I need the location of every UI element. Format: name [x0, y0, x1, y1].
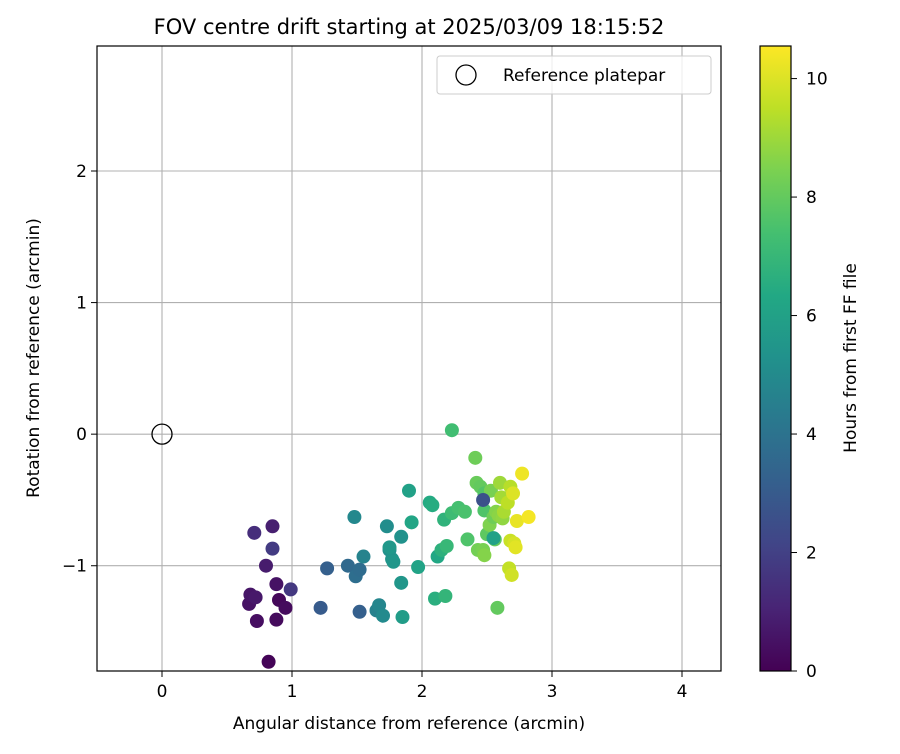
reference-marker: [151, 423, 173, 445]
colorbar-tick-label: 10: [806, 70, 828, 90]
data-point: [460, 532, 475, 547]
data-point: [439, 539, 454, 553]
data-point: [261, 654, 276, 669]
data-point: [490, 600, 505, 615]
data-point: [457, 504, 472, 519]
legend: Reference platepar: [436, 55, 712, 95]
data-point: [269, 577, 284, 592]
data-point: [347, 510, 362, 525]
x-axis-label: Angular distance from reference (arcmin): [233, 714, 585, 734]
data-point: [340, 558, 355, 573]
x-axis-ticks: 0 1 2 3 4: [157, 671, 688, 702]
data-point: [248, 590, 263, 605]
data-point: [504, 567, 519, 582]
colorbar-tick-label: 2: [806, 544, 817, 564]
data-point: [483, 483, 498, 498]
x-tick-label: 1: [287, 682, 298, 702]
data-point: [269, 612, 284, 627]
colorbar-ticks: 0 2 4 6 8 10: [791, 70, 828, 682]
data-point: [313, 600, 328, 615]
data-point: [515, 466, 530, 481]
data-points: [242, 423, 536, 669]
legend-marker-icon: [455, 64, 477, 86]
data-point: [283, 582, 298, 597]
data-point: [395, 610, 410, 625]
data-point: [379, 519, 394, 534]
y-tick-label: 0: [76, 425, 87, 445]
plot-frame: [96, 45, 722, 672]
data-point: [476, 492, 491, 507]
data-point: [468, 450, 483, 465]
data-point: [404, 515, 419, 530]
data-point: [444, 423, 459, 438]
data-point: [265, 519, 280, 534]
x-tick-label: 0: [157, 682, 168, 702]
data-point: [411, 560, 426, 575]
x-tick-label: 4: [677, 682, 688, 702]
y-tick-label: 1: [76, 294, 87, 314]
x-tick-label: 3: [547, 682, 558, 702]
data-point: [265, 541, 280, 556]
data-point: [278, 600, 293, 615]
legend-box: [436, 55, 712, 95]
data-point: [425, 498, 440, 513]
y-tick-label: 2: [76, 162, 87, 182]
y-tick-label: −1: [62, 557, 87, 577]
chart-title: FOV centre drift starting at 2025/03/09 …: [154, 15, 665, 39]
colorbar-tick-label: 6: [806, 307, 817, 327]
data-point: [521, 510, 536, 525]
data-point: [320, 561, 335, 576]
data-point: [509, 514, 524, 528]
colorbar-label: Hours from first FF file: [841, 263, 861, 453]
data-point: [376, 608, 390, 623]
legend-label: Reference platepar: [503, 66, 665, 86]
data-point: [394, 529, 409, 544]
colorbar-tick-label: 4: [806, 425, 817, 445]
data-point: [508, 540, 523, 555]
colorbar-tick-label: 0: [806, 662, 817, 682]
data-point: [382, 540, 397, 555]
x-tick-label: 2: [417, 682, 428, 702]
colorbar-tick-label: 8: [806, 188, 817, 208]
data-point: [259, 558, 273, 573]
grid-lines: [97, 46, 721, 671]
data-point: [386, 554, 401, 569]
data-point: [352, 604, 367, 619]
data-point: [394, 575, 409, 590]
data-point: [247, 525, 262, 540]
colorbar: [759, 45, 792, 672]
data-point: [372, 598, 387, 613]
y-axis-ticks: −1 0 1 2: [62, 162, 97, 577]
data-point: [352, 562, 367, 577]
data-point: [486, 531, 501, 546]
data-point: [356, 549, 371, 564]
data-point: [477, 548, 492, 563]
data-point: [249, 614, 264, 628]
y-axis-label: Rotation from reference (arcmin): [24, 218, 44, 498]
data-point: [506, 486, 520, 501]
data-point: [402, 483, 416, 498]
data-point: [438, 589, 453, 603]
reference-platepar-marker: [151, 423, 173, 445]
